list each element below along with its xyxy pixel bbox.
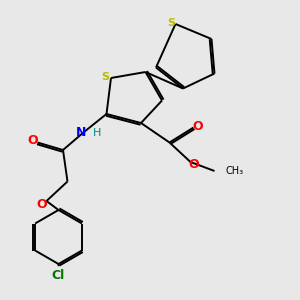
Text: Cl: Cl — [52, 269, 65, 282]
Text: O: O — [188, 158, 199, 172]
Text: S: S — [167, 17, 175, 28]
Text: O: O — [193, 119, 203, 133]
Text: H: H — [93, 128, 102, 139]
Text: O: O — [37, 197, 47, 211]
Text: S: S — [101, 71, 109, 82]
Text: N: N — [76, 125, 86, 139]
Text: O: O — [28, 134, 38, 148]
Text: CH₃: CH₃ — [225, 166, 243, 176]
